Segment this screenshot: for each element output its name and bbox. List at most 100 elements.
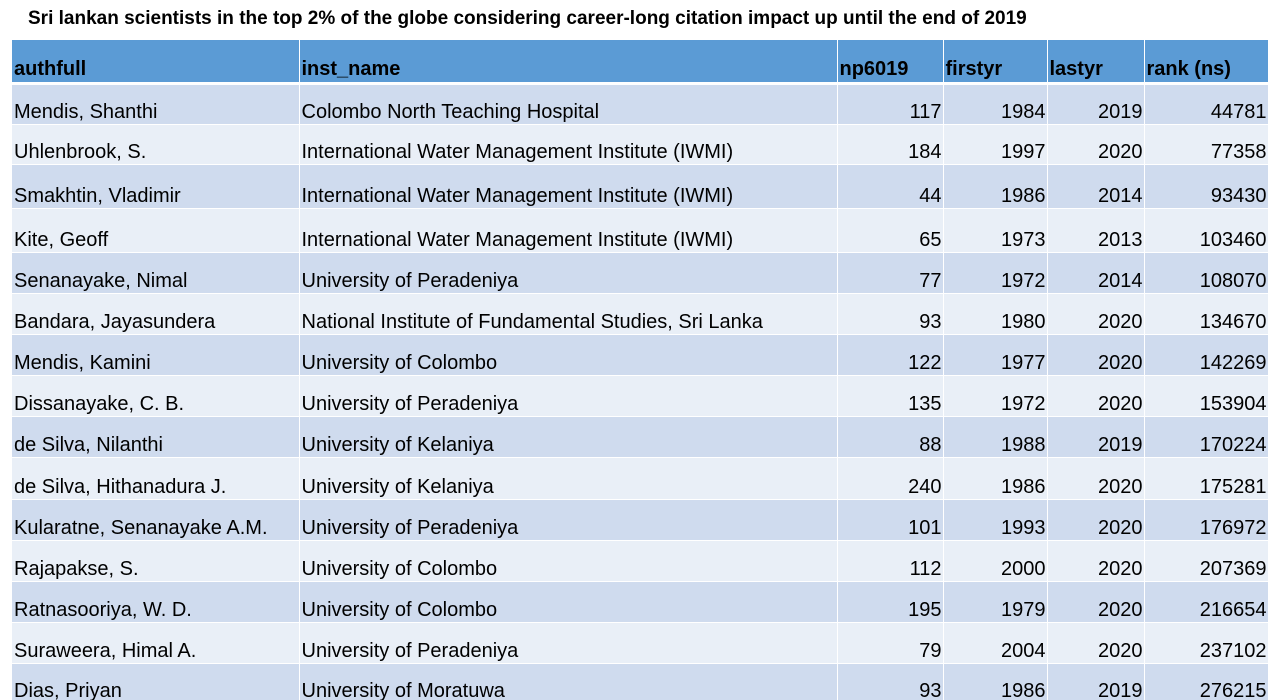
cell-lastyr: 2020 [1047,581,1145,623]
cell-np6019: 135 [837,375,944,417]
cell-firstyr: 1972 [943,375,1048,417]
cell-np6019: 112 [837,540,944,582]
cell-rank: 153904 [1144,375,1269,417]
cell-np6019: 79 [837,622,944,664]
cell-np6019: 122 [837,334,944,376]
cell-firstyr: 1980 [943,293,1048,335]
table-row: Suraweera, Himal A. University of Peraden… [12,622,1269,664]
cell-lastyr: 2014 [1047,164,1145,209]
column-header-rank: rank (ns) [1144,40,1269,85]
cell-rank: 216654 [1144,581,1269,623]
cell-rank: 142269 [1144,334,1269,376]
cell-authfull: Uhlenbrook, S. [12,124,300,165]
cell-authfull: Ratnasooriya, W. D. [12,581,300,623]
column-header-firstyr: firstyr [943,40,1048,85]
cell-firstyr: 1973 [943,208,1048,253]
cell-inst-name: National Institute of Fundamental Studie… [299,293,838,335]
cell-inst-name: University of Peradeniya [299,375,838,417]
table-row: Smakhtin, Vladimir International Water Ma… [12,164,1269,209]
cell-np6019: 65 [837,208,944,253]
cell-np6019: 117 [837,83,944,125]
cell-lastyr: 2020 [1047,622,1145,664]
cell-firstyr: 1986 [943,164,1048,209]
table-row: Kite, Geoff International Water Managemen… [12,208,1269,253]
cell-np6019: 77 [837,252,944,294]
cell-firstyr: 1984 [943,83,1048,125]
cell-inst-name: University of Kelaniya [299,416,838,458]
cell-inst-name: University of Moratuwa [299,663,838,700]
table-row: de Silva, Hithanadura J. University of Ke… [12,457,1269,500]
column-header-inst-name: inst_name [299,40,838,85]
cell-rank: 207369 [1144,540,1269,582]
cell-rank: 175281 [1144,457,1269,500]
cell-firstyr: 1977 [943,334,1048,376]
cell-firstyr: 1986 [943,663,1048,700]
column-header-lastyr: lastyr [1047,40,1145,85]
cell-authfull: Smakhtin, Vladimir [12,164,300,209]
table-row: Rajapakse, S. University of Colombo 112 200… [12,540,1269,582]
cell-np6019: 184 [837,124,944,165]
cell-lastyr: 2020 [1047,124,1145,165]
cell-firstyr: 1997 [943,124,1048,165]
cell-authfull: de Silva, Nilanthi [12,416,300,458]
cell-rank: 134670 [1144,293,1269,335]
cell-rank: 176972 [1144,499,1269,541]
cell-inst-name: University of Peradeniya [299,499,838,541]
cell-lastyr: 2020 [1047,334,1145,376]
cell-firstyr: 1986 [943,457,1048,500]
page-title: Sri lankan scientists in the top 2% of t… [28,8,1027,29]
scientists-table: authfull inst_name np6019 firstyr lastyr… [12,40,1269,700]
cell-np6019: 195 [837,581,944,623]
cell-rank: 108070 [1144,252,1269,294]
cell-lastyr: 2020 [1047,540,1145,582]
table-row: Dissanayake, C. B. University of Peradeni… [12,375,1269,417]
cell-inst-name: University of Colombo [299,540,838,582]
table-header: authfull inst_name np6019 firstyr lastyr… [12,40,1269,85]
cell-rank: 237102 [1144,622,1269,664]
cell-np6019: 93 [837,293,944,335]
cell-rank: 103460 [1144,208,1269,253]
cell-lastyr: 2020 [1047,457,1145,500]
cell-authfull: Mendis, Shanthi [12,83,300,125]
cell-lastyr: 2020 [1047,375,1145,417]
cell-lastyr: 2014 [1047,252,1145,294]
cell-lastyr: 2019 [1047,83,1145,125]
cell-inst-name: International Water Management Institute… [299,208,838,253]
column-header-np6019: np6019 [837,40,944,85]
cell-inst-name: University of Kelaniya [299,457,838,500]
table-row: Senanayake, Nimal University of Peradeniy… [12,252,1269,294]
table-row: de Silva, Nilanthi University of Kelaniya… [12,416,1269,458]
cell-inst-name: University of Peradeniya [299,252,838,294]
cell-firstyr: 1993 [943,499,1048,541]
cell-inst-name: International Water Management Institute… [299,164,838,209]
cell-rank: 276215 [1144,663,1269,700]
table-row: Uhlenbrook, S. International Water Manage… [12,124,1269,165]
cell-firstyr: 1988 [943,416,1048,458]
cell-authfull: Kularatne, Senanayake A.M. [12,499,300,541]
cell-rank: 170224 [1144,416,1269,458]
cell-inst-name: University of Colombo [299,581,838,623]
table-row: Bandara, Jayasundera National Institute o… [12,293,1269,335]
table-row: Kularatne, Senanayake A.M. University of … [12,499,1269,541]
cell-rank: 93430 [1144,164,1269,209]
cell-firstyr: 2000 [943,540,1048,582]
table-row: Ratnasooriya, W. D. University of Colombo… [12,581,1269,623]
table-body: Mendis, Shanthi Colombo North Teaching Ho… [12,83,1269,700]
cell-firstyr: 1979 [943,581,1048,623]
cell-np6019: 240 [837,457,944,500]
cell-inst-name: University of Colombo [299,334,838,376]
table-row: Mendis, Shanthi Colombo North Teaching Ho… [12,83,1269,125]
cell-authfull: Bandara, Jayasundera [12,293,300,335]
cell-np6019: 88 [837,416,944,458]
cell-authfull: Mendis, Kamini [12,334,300,376]
cell-inst-name: Colombo North Teaching Hospital [299,83,838,125]
cell-firstyr: 2004 [943,622,1048,664]
cell-lastyr: 2019 [1047,663,1145,700]
cell-authfull: de Silva, Hithanadura J. [12,457,300,500]
cell-lastyr: 2019 [1047,416,1145,458]
column-header-authfull: authfull [12,40,300,85]
cell-np6019: 101 [837,499,944,541]
cell-lastyr: 2020 [1047,499,1145,541]
cell-authfull: Dissanayake, C. B. [12,375,300,417]
